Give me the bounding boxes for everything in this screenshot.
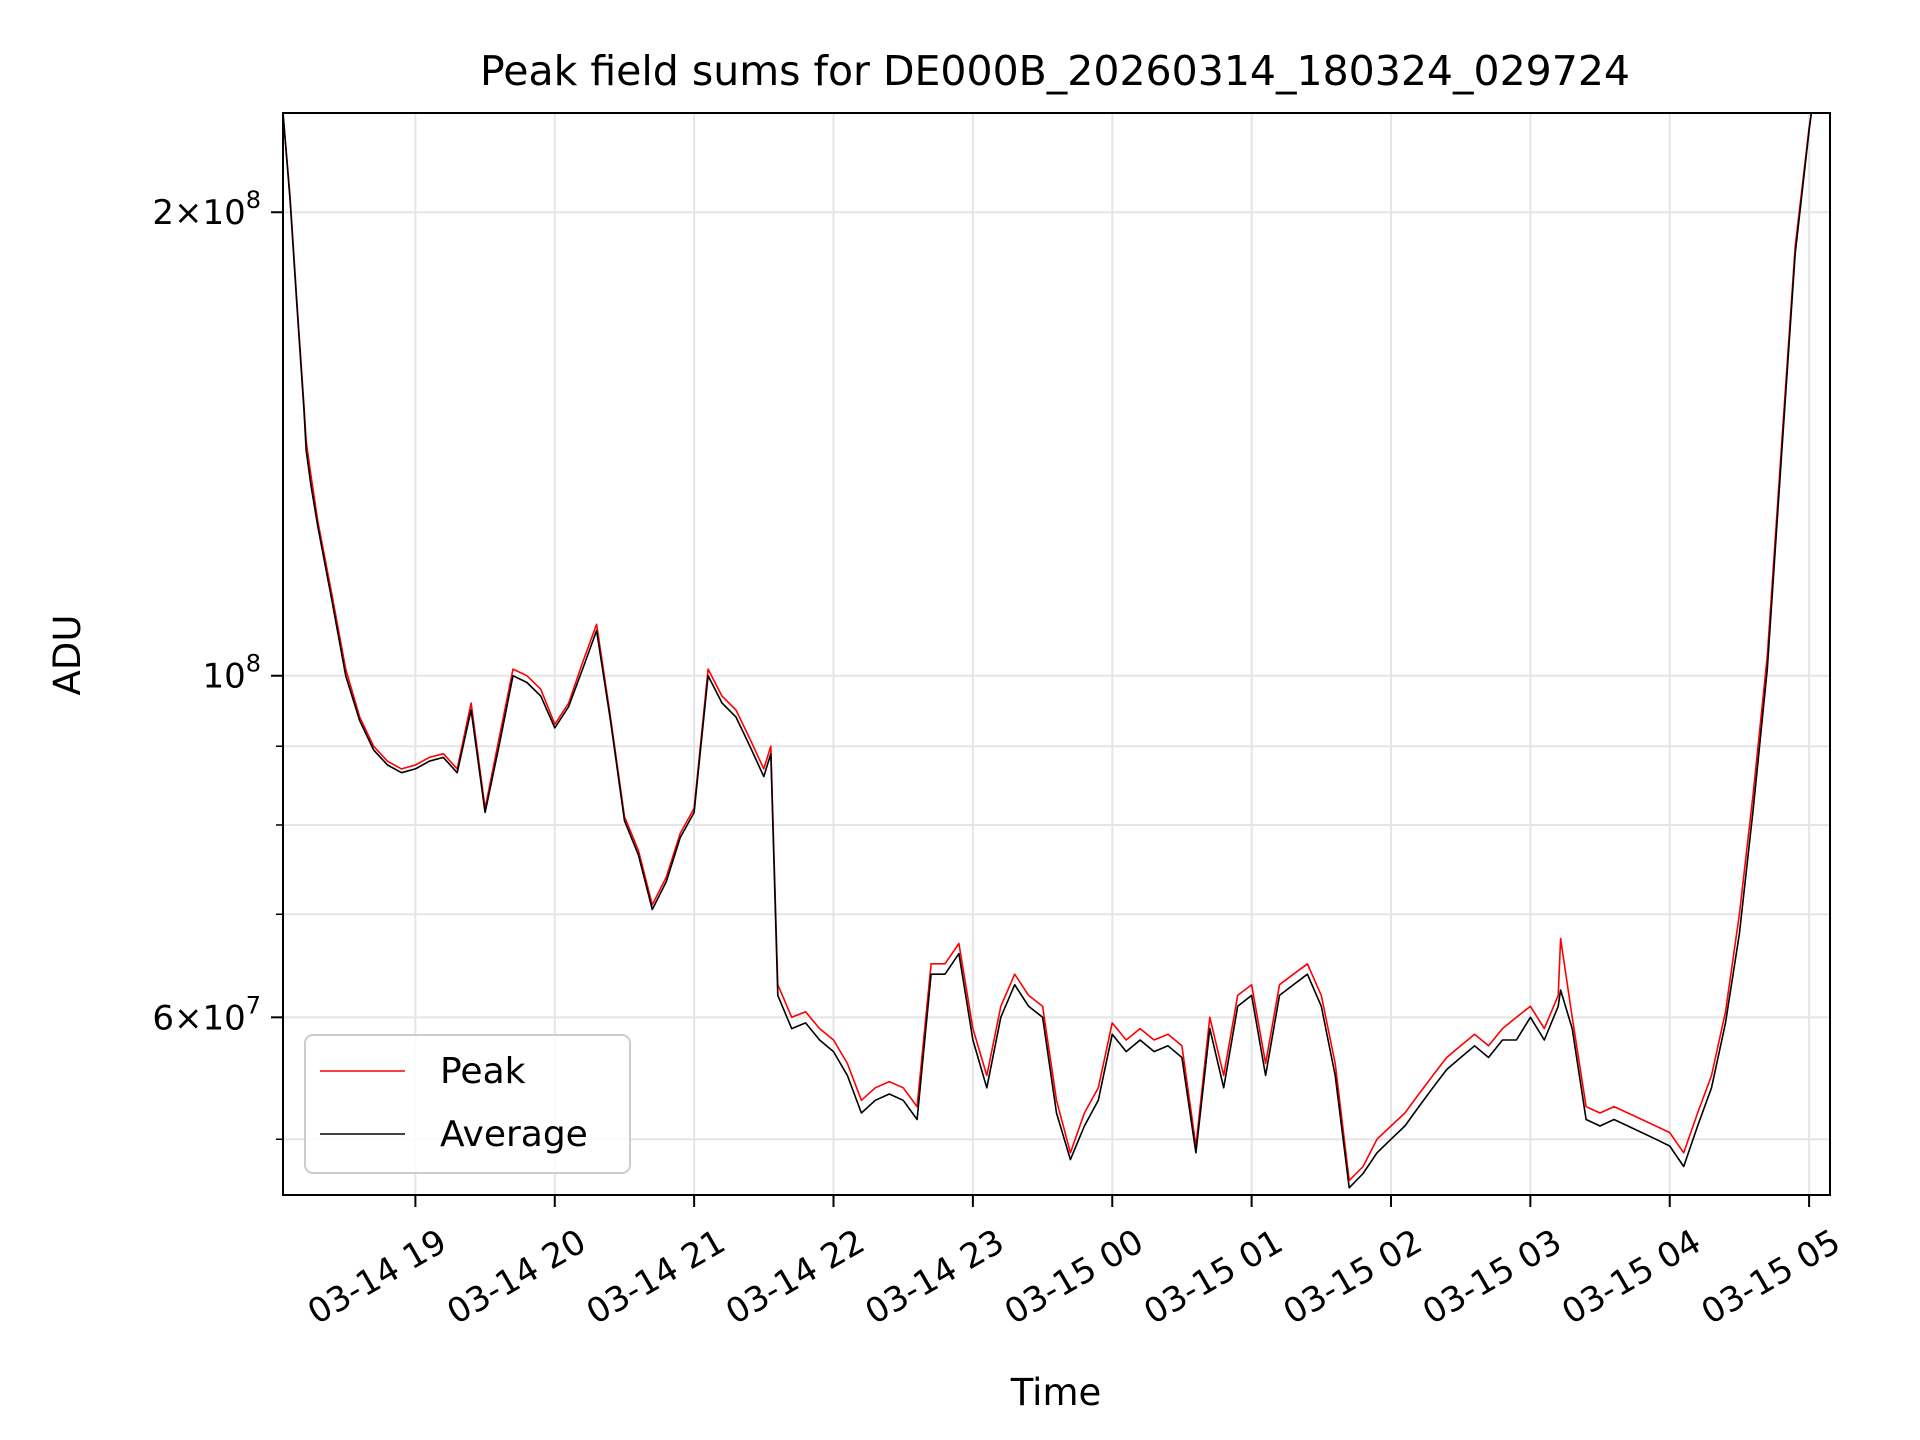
legend-label-peak: Peak xyxy=(440,1051,526,1092)
legend: Peak Average xyxy=(304,1034,631,1174)
series-group xyxy=(283,113,1813,1189)
y-axis-label: ADU xyxy=(46,615,89,696)
series-line-peak xyxy=(283,113,1813,1182)
y-tick-label: 6×107 xyxy=(152,991,261,1038)
plot-frame xyxy=(282,112,1831,1196)
series-line-average xyxy=(283,113,1813,1189)
y-tick-label: 108 xyxy=(202,650,261,697)
y-axis: 2×108 108 6×107 xyxy=(152,186,283,1140)
x-axis-label: Time xyxy=(1010,1371,1102,1414)
y-tick-label: 2×108 xyxy=(152,186,261,233)
legend-label-average: Average xyxy=(440,1114,588,1155)
chart-title: Peak field sums for DE000B_20260314_1803… xyxy=(480,47,1630,95)
legend-box xyxy=(304,1034,631,1174)
